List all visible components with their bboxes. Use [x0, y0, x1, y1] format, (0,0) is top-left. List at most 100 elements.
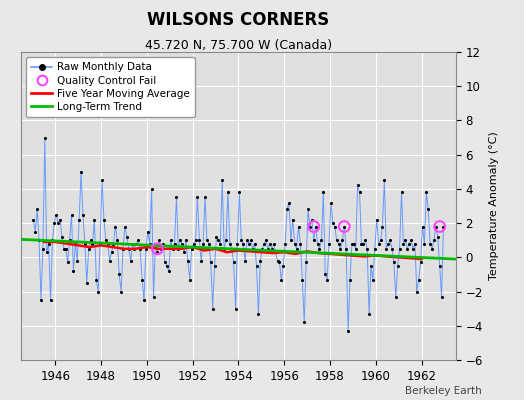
Point — [237, 237, 245, 244]
Point — [405, 240, 413, 247]
Point — [45, 240, 53, 247]
Point — [412, 288, 421, 295]
Point — [388, 246, 396, 252]
Point — [435, 263, 444, 269]
Point — [357, 240, 366, 247]
Point — [336, 246, 345, 252]
Point — [417, 259, 425, 266]
Point — [151, 240, 160, 247]
Point — [107, 249, 116, 256]
Point — [438, 294, 446, 300]
Point — [401, 237, 410, 244]
Point — [262, 237, 270, 244]
Point — [56, 216, 64, 223]
Point — [370, 246, 379, 252]
Point — [172, 194, 181, 201]
Point — [222, 237, 230, 244]
Point — [89, 240, 97, 247]
Point — [134, 237, 143, 244]
Point — [119, 246, 127, 252]
Point — [363, 246, 372, 252]
Point — [199, 240, 208, 247]
Point — [144, 228, 152, 235]
Point — [380, 177, 388, 184]
Point — [128, 240, 137, 247]
Point — [67, 211, 75, 218]
Point — [367, 263, 375, 269]
Point — [310, 223, 318, 230]
Point — [115, 271, 123, 278]
Point — [338, 237, 346, 244]
Point — [250, 240, 259, 247]
Point — [304, 206, 312, 213]
Point — [153, 249, 161, 256]
Point — [300, 319, 309, 326]
Point — [146, 240, 154, 247]
Point — [123, 234, 131, 240]
Point — [203, 237, 211, 244]
Point — [375, 240, 383, 247]
Point — [66, 237, 74, 244]
Point — [50, 220, 59, 226]
Point — [206, 259, 215, 266]
Point — [359, 240, 367, 247]
Point — [104, 240, 112, 247]
Point — [73, 258, 81, 264]
Point — [283, 206, 291, 213]
Point — [147, 186, 156, 192]
Point — [325, 240, 333, 247]
Point — [433, 234, 442, 240]
Point — [315, 246, 324, 252]
Point — [271, 249, 280, 256]
Point — [422, 189, 431, 196]
Point — [212, 234, 221, 240]
Point — [248, 246, 257, 252]
Point — [247, 237, 255, 244]
Point — [346, 276, 354, 283]
Point — [424, 206, 432, 213]
Legend: Raw Monthly Data, Quality Control Fail, Five Year Moving Average, Long-Term Tren: Raw Monthly Data, Quality Control Fail, … — [26, 57, 195, 117]
Point — [153, 246, 161, 252]
Point — [184, 258, 192, 264]
Point — [348, 240, 356, 247]
Point — [224, 189, 232, 196]
Point — [266, 240, 274, 247]
Point — [352, 246, 360, 252]
Point — [239, 240, 247, 247]
Point — [77, 168, 85, 175]
Point — [327, 199, 335, 206]
Point — [216, 240, 224, 247]
Point — [321, 271, 330, 278]
Point — [289, 216, 297, 223]
Point — [125, 246, 133, 252]
Point — [130, 246, 139, 252]
Point — [62, 246, 70, 252]
Point — [340, 223, 348, 230]
Point — [332, 237, 341, 244]
Point — [245, 240, 253, 247]
Point — [69, 268, 78, 274]
Point — [230, 259, 238, 266]
Point — [92, 276, 101, 283]
Point — [201, 194, 209, 201]
Point — [205, 240, 213, 247]
Point — [329, 220, 337, 226]
Point — [439, 223, 447, 230]
Point — [407, 237, 415, 244]
Point — [155, 237, 163, 244]
Point — [102, 237, 110, 244]
Point — [185, 276, 194, 283]
Point — [182, 237, 190, 244]
Point — [279, 263, 288, 269]
Point — [180, 249, 188, 256]
Point — [167, 237, 175, 244]
Point — [117, 288, 125, 295]
Point — [397, 189, 406, 196]
Point — [311, 223, 320, 230]
Point — [409, 246, 417, 252]
Point — [42, 249, 51, 256]
Point — [418, 223, 427, 230]
Point — [403, 246, 411, 252]
Point — [159, 240, 167, 247]
Point — [113, 237, 122, 244]
